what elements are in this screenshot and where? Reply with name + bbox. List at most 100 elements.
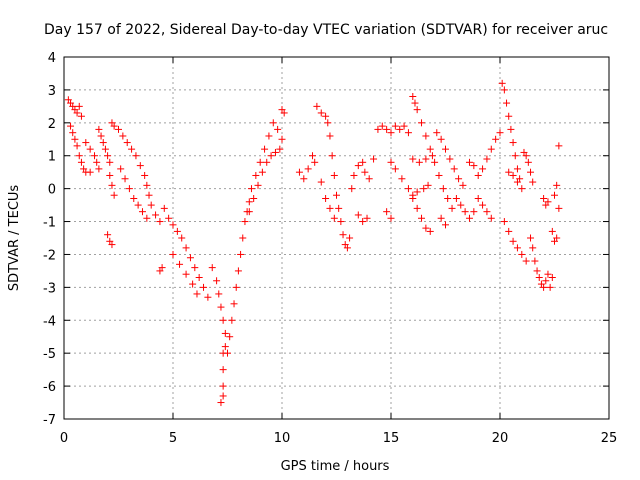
data-point bbox=[465, 158, 473, 166]
data-point bbox=[492, 135, 500, 143]
data-point bbox=[439, 185, 447, 193]
data-point bbox=[426, 145, 434, 153]
data-point bbox=[483, 155, 491, 163]
data-point bbox=[219, 382, 227, 390]
x-tick-label: 5 bbox=[169, 431, 177, 446]
data-point bbox=[418, 119, 426, 127]
data-point bbox=[226, 333, 234, 341]
data-point bbox=[522, 257, 530, 265]
data-point bbox=[156, 218, 164, 226]
grid-lines bbox=[64, 57, 609, 419]
data-point bbox=[479, 201, 487, 209]
data-point bbox=[496, 129, 504, 137]
data-point bbox=[93, 158, 101, 166]
data-point bbox=[304, 165, 312, 173]
data-point bbox=[450, 165, 458, 173]
y-tick-label: -4 bbox=[43, 314, 56, 329]
data-point bbox=[435, 171, 443, 179]
data-point bbox=[193, 290, 201, 298]
data-point bbox=[104, 152, 112, 160]
data-point bbox=[413, 204, 421, 212]
data-point bbox=[156, 267, 164, 275]
data-point bbox=[555, 204, 563, 212]
data-points bbox=[64, 79, 563, 407]
data-point bbox=[309, 152, 317, 160]
data-point bbox=[101, 145, 109, 153]
data-point bbox=[333, 191, 340, 199]
data-point bbox=[69, 129, 77, 137]
data-point bbox=[404, 129, 412, 137]
data-point bbox=[542, 277, 550, 285]
data-point bbox=[365, 175, 373, 183]
data-point bbox=[465, 214, 473, 222]
data-point bbox=[143, 181, 151, 189]
data-point bbox=[529, 178, 537, 186]
data-point bbox=[95, 165, 103, 173]
data-point bbox=[189, 280, 197, 288]
y-axis-label: SDTVAR / TECUs bbox=[7, 185, 22, 292]
data-point bbox=[108, 241, 116, 249]
data-point bbox=[513, 244, 521, 252]
data-point bbox=[522, 152, 530, 160]
data-point bbox=[426, 227, 434, 235]
data-point bbox=[252, 171, 260, 179]
data-point bbox=[219, 316, 227, 324]
data-point bbox=[141, 171, 149, 179]
data-point bbox=[511, 152, 519, 160]
data-point bbox=[505, 112, 513, 120]
data-point bbox=[265, 132, 273, 140]
data-point bbox=[428, 152, 436, 160]
data-point bbox=[424, 181, 432, 189]
data-point bbox=[361, 168, 369, 176]
data-point bbox=[455, 175, 463, 183]
data-point bbox=[553, 234, 561, 242]
data-point bbox=[169, 221, 177, 229]
data-point bbox=[544, 198, 552, 206]
data-point bbox=[128, 145, 136, 153]
data-point bbox=[280, 109, 288, 117]
data-point bbox=[169, 250, 177, 258]
data-point bbox=[326, 132, 334, 140]
data-point bbox=[328, 152, 336, 160]
data-point bbox=[548, 273, 556, 281]
data-point bbox=[415, 158, 423, 166]
data-point bbox=[409, 191, 417, 199]
data-point bbox=[433, 129, 441, 137]
data-point bbox=[470, 162, 478, 170]
data-point bbox=[97, 132, 105, 140]
data-point bbox=[479, 165, 487, 173]
data-point bbox=[182, 244, 190, 252]
data-point bbox=[110, 191, 118, 199]
data-point bbox=[195, 273, 203, 281]
y-tick-label: 1 bbox=[48, 150, 56, 165]
data-point bbox=[470, 208, 478, 216]
data-point bbox=[354, 162, 362, 170]
data-point bbox=[507, 125, 515, 133]
data-point bbox=[555, 142, 563, 150]
data-point bbox=[391, 122, 399, 130]
data-point bbox=[359, 218, 367, 226]
y-tick-labels: -7 -6 -5 -4 -3 -2 -1 0 1 2 3 4 bbox=[43, 51, 56, 428]
data-point bbox=[213, 277, 221, 285]
data-point bbox=[546, 283, 554, 291]
data-point bbox=[317, 178, 325, 186]
data-point bbox=[335, 204, 343, 212]
data-point bbox=[77, 112, 85, 120]
data-point bbox=[540, 283, 548, 291]
data-point bbox=[217, 399, 225, 407]
data-point bbox=[324, 119, 332, 127]
data-point bbox=[217, 303, 225, 311]
data-point bbox=[398, 175, 406, 183]
data-point bbox=[498, 79, 506, 87]
data-point bbox=[132, 152, 140, 160]
x-tick-label: 10 bbox=[274, 431, 291, 446]
data-point bbox=[370, 155, 378, 163]
data-point bbox=[110, 122, 118, 130]
data-point bbox=[313, 102, 321, 110]
data-point bbox=[337, 218, 345, 226]
data-point bbox=[383, 125, 391, 133]
y-tick-label: -1 bbox=[43, 216, 56, 231]
data-point bbox=[505, 168, 513, 176]
data-point bbox=[544, 270, 552, 278]
data-point bbox=[474, 195, 482, 203]
